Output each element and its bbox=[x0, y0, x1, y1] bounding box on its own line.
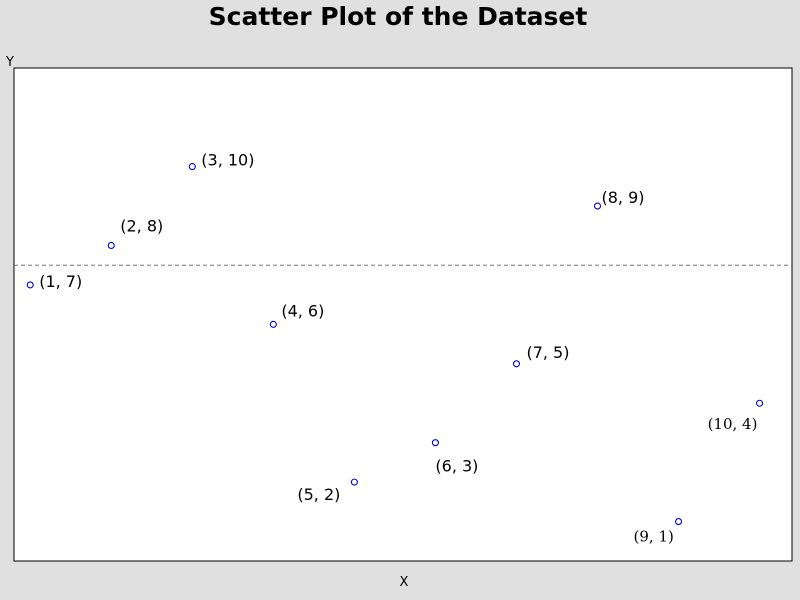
data-point-label: (4, 6) bbox=[281, 301, 324, 320]
data-point-marker bbox=[350, 478, 358, 486]
y-axis-label: Y bbox=[5, 55, 14, 70]
data-point-marker bbox=[269, 320, 277, 328]
data-point-marker bbox=[26, 281, 34, 289]
data-point-marker bbox=[756, 399, 764, 407]
data-point-label: (3, 10) bbox=[201, 151, 254, 170]
chart-title: Scatter Plot of the Dataset bbox=[209, 2, 588, 31]
data-points-layer: (1, 7) (2, 8) (3, 10) (4, 6) (5, 2) (6, 3) (7,… bbox=[26, 151, 764, 546]
data-point-marker bbox=[512, 360, 521, 368]
data-point-label: (7, 5) bbox=[526, 343, 569, 362]
data-point-marker bbox=[431, 439, 439, 447]
data-point-label: (10, 4) bbox=[708, 415, 758, 433]
data-point-marker bbox=[593, 202, 602, 210]
data-point-label: (6, 3) bbox=[435, 457, 478, 476]
data-point-label: (1, 7) bbox=[39, 272, 82, 291]
data-point-label: (5, 2) bbox=[297, 485, 340, 504]
x-axis-label: X bbox=[400, 575, 409, 590]
data-point-marker bbox=[188, 163, 196, 171]
data-point-marker bbox=[674, 518, 683, 526]
data-point-label: (2, 8) bbox=[120, 216, 163, 235]
data-point-label: (9, 1) bbox=[634, 528, 674, 546]
data-point-label: (8, 9) bbox=[602, 188, 645, 207]
data-point-marker bbox=[107, 241, 115, 250]
plot-area-frame bbox=[13, 67, 793, 562]
